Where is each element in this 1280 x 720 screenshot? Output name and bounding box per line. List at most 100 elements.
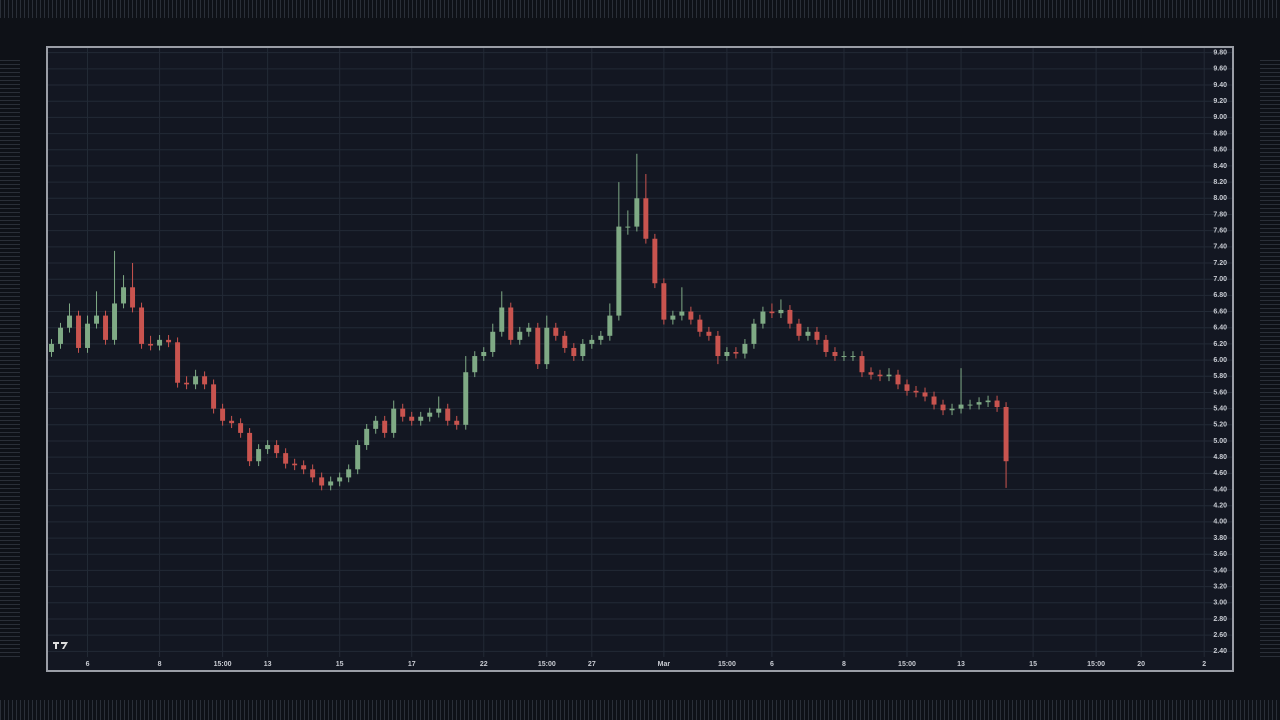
candle-body: [337, 477, 343, 482]
candle-body: [958, 404, 964, 409]
candle-body: [553, 327, 559, 336]
candle-body: [418, 416, 424, 421]
x-tick-label: 15:00: [718, 661, 736, 668]
x-tick-label: 17: [408, 661, 416, 668]
candle-body: [76, 315, 81, 348]
candle-body: [157, 339, 163, 346]
y-tick-label: 3.40: [1213, 567, 1227, 574]
y-tick-label: 2.80: [1213, 616, 1227, 623]
candle-body: [976, 402, 982, 405]
y-tick-label: 4.80: [1213, 454, 1227, 461]
candle-body: [517, 331, 523, 340]
candle-body: [481, 352, 487, 357]
candle-body: [859, 356, 865, 373]
candle-body: [454, 420, 460, 425]
candle-body: [706, 331, 712, 336]
candle-body: [445, 408, 451, 421]
candle-body: [382, 420, 388, 433]
x-tick-label: 8: [842, 661, 846, 668]
candle-body: [175, 342, 181, 383]
x-tick-label: 6: [770, 661, 774, 668]
candle-body: [1003, 407, 1009, 462]
candle-body: [310, 469, 316, 478]
y-tick-label: 7.40: [1213, 244, 1227, 251]
y-tick-label: 2.60: [1213, 632, 1227, 639]
candle-body: [805, 331, 811, 336]
candle-body: [832, 352, 838, 357]
candle-body: [940, 404, 946, 411]
y-tick-label: 6.80: [1213, 292, 1227, 299]
candle-body: [508, 307, 514, 340]
x-tick-label: 8: [158, 661, 162, 668]
candle-body: [220, 408, 226, 421]
x-tick-label: 22: [480, 661, 488, 668]
y-tick-label: 8.20: [1213, 179, 1227, 186]
candle-body: [922, 392, 928, 397]
x-tick-label: Mar: [658, 661, 671, 668]
candle-body: [229, 420, 235, 424]
candle-body: [94, 315, 100, 324]
y-tick-label: 3.20: [1213, 583, 1227, 590]
y-tick-label: 4.00: [1213, 519, 1227, 526]
candle-body: [139, 307, 145, 344]
candle-body: [58, 327, 63, 344]
candle-body: [868, 372, 874, 375]
candle-body: [193, 376, 199, 385]
y-tick-label: 4.60: [1213, 470, 1227, 477]
candle-body: [733, 352, 739, 354]
x-tick-label: 15:00: [1087, 661, 1105, 668]
candle-body: [742, 343, 748, 354]
candle-body: [49, 343, 54, 352]
candle-body: [526, 327, 532, 332]
candle-body: [391, 408, 397, 433]
y-tick-label: 5.00: [1213, 438, 1227, 445]
y-tick-label: 5.40: [1213, 405, 1227, 412]
candle-body: [130, 287, 136, 308]
x-tick-label: 13: [957, 661, 965, 668]
x-tick-label: 13: [264, 661, 272, 668]
y-tick-label: 6.00: [1213, 357, 1227, 364]
candle-body: [355, 445, 361, 470]
candle-body: [499, 307, 505, 332]
y-tick-label: 6.40: [1213, 325, 1227, 332]
candle-body: [292, 463, 298, 466]
candle-body: [247, 432, 253, 462]
y-tick-label: 7.80: [1213, 211, 1227, 218]
candle-body: [796, 323, 802, 336]
candle-body: [148, 343, 154, 346]
plot-frame: [46, 46, 1234, 672]
candle-body: [670, 315, 676, 320]
candle-body: [607, 315, 613, 336]
y-tick-label: 3.80: [1213, 535, 1227, 542]
y-tick-label: 9.80: [1213, 50, 1227, 57]
candle-body: [409, 416, 415, 421]
y-tick-label: 7.00: [1213, 276, 1227, 283]
candle-body: [814, 331, 820, 340]
candle-body: [463, 372, 469, 425]
candle-body: [238, 423, 244, 433]
x-tick-label: 27: [588, 661, 596, 668]
y-tick-label: 5.80: [1213, 373, 1227, 380]
candle-body: [760, 311, 766, 324]
candle-body: [373, 420, 379, 429]
candle-body: [67, 315, 72, 328]
candle-body: [283, 453, 289, 464]
candle-body: [724, 352, 730, 357]
candle-body: [904, 384, 910, 391]
candle-body: [751, 323, 757, 344]
candle-body: [679, 311, 685, 316]
candle-body: [688, 311, 694, 320]
y-tick-label: 5.60: [1213, 389, 1227, 396]
y-tick-label: 6.60: [1213, 308, 1227, 315]
y-tick-label: 8.00: [1213, 195, 1227, 202]
candle-body: [886, 374, 892, 377]
logo: [53, 642, 68, 649]
y-tick-label: 6.20: [1213, 341, 1227, 348]
x-tick-label: 15: [336, 661, 344, 668]
candle-body: [427, 412, 433, 417]
candle-body: [841, 356, 847, 358]
candle-body: [571, 347, 577, 357]
y-tick-label: 9.60: [1213, 66, 1227, 73]
